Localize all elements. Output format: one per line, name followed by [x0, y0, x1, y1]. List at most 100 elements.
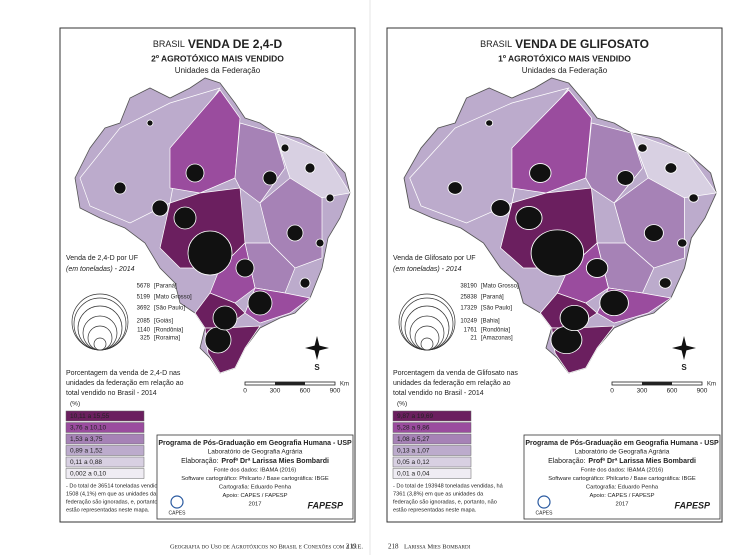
sales-circle — [325, 193, 335, 203]
credits-year: 2017 — [616, 502, 629, 508]
percent-title: Porcentagem da venda de 2,4-D nas — [66, 370, 181, 377]
class-label: 9,87 a 19,69 — [397, 413, 434, 420]
state — [209, 242, 256, 304]
class-swatch — [65, 422, 145, 433]
class-label: 0,05 a 0,12 — [397, 459, 430, 466]
class-swatch — [392, 422, 472, 433]
class-swatch — [392, 456, 472, 468]
sales-circle — [599, 289, 629, 316]
legend-subtitle: (em toneladas) - 2014 — [66, 266, 135, 273]
credits-box — [156, 434, 354, 520]
logo-capes — [170, 495, 184, 509]
legend-value: 325 — [140, 336, 151, 342]
credits-lab: Laboratório de Geografia Agrária — [575, 449, 670, 456]
panel-border — [386, 27, 723, 523]
credits-program: Programa de Pós-Graduação em Geografia H… — [158, 440, 352, 447]
class-swatch — [65, 468, 145, 479]
compass — [672, 345, 696, 351]
title-main: VENDA DE 2,4-D — [188, 37, 283, 51]
footnote: federação são ignoradas, e, portanto, nã… — [393, 499, 497, 505]
class-swatch — [65, 445, 145, 456]
map-unit: Unidades da Federação — [175, 66, 261, 75]
legend-circle — [93, 337, 107, 351]
percent-title: unidades da federação em relação ao — [393, 380, 511, 387]
legend-label: [São Paulo] — [481, 306, 512, 312]
sales-circle — [485, 119, 494, 127]
sales-circle — [185, 163, 205, 183]
scale-label: 0 — [243, 388, 247, 395]
class-swatch — [65, 456, 145, 468]
class-label: 0,89 a 1,52 — [70, 448, 103, 455]
sales-circle — [643, 224, 664, 242]
credits-year: 2017 — [249, 502, 262, 508]
scale-label: 0 — [610, 388, 614, 395]
sales-circle — [658, 277, 672, 289]
footnote: 7361 (3,8%) em que as unidades da — [393, 491, 484, 497]
legend-value: 2085 — [137, 319, 151, 325]
footnote: federação são ignoradas, e, portanto, nã… — [66, 499, 170, 505]
legend-label: [Rondônia] — [154, 328, 183, 334]
legend-title: Venda de Glifosato por UF — [393, 255, 476, 262]
class-label: 1,08 a 5,27 — [397, 436, 430, 443]
legend-value: 21 — [470, 336, 477, 342]
credits-source: Fonte dos dados: IBAMA (2016) — [581, 468, 664, 474]
sales-circle — [559, 304, 590, 331]
legend-title: Venda de 2,4-D por UF — [66, 255, 138, 262]
map — [74, 77, 351, 374]
logo-capes-text: CAPES — [169, 510, 187, 516]
legend-label: [Mato Grosso] — [154, 295, 192, 301]
sales-circle — [637, 143, 648, 153]
sales-circle — [212, 305, 238, 331]
percent-title: unidades da federação em relação ao — [66, 380, 184, 387]
sales-circle — [286, 224, 304, 242]
footnote: estão representadas neste mapa. — [66, 507, 150, 513]
sales-circle — [529, 163, 552, 183]
sales-circle — [664, 162, 678, 174]
state — [556, 242, 609, 304]
sales-circle — [235, 258, 255, 278]
map — [403, 77, 717, 374]
sales-circle — [187, 230, 233, 276]
sales-circle — [299, 277, 311, 289]
legend-label: [Paraná] — [154, 284, 177, 290]
percent-title: total vendido no Brasil - 2014 — [393, 390, 484, 397]
class-swatch — [392, 433, 472, 445]
footnote: - Do total de 193948 toneladas vendidas,… — [393, 483, 504, 489]
sales-circle — [280, 143, 290, 153]
scale-bar-segment — [275, 382, 305, 385]
compass-label: S — [314, 363, 320, 372]
scale-label: 300 — [270, 388, 281, 395]
legend-circle — [420, 337, 434, 351]
class-swatch — [392, 410, 472, 422]
class-swatch — [65, 410, 145, 422]
logo-capes-text: CAPES — [536, 510, 554, 516]
sales-circle — [447, 181, 463, 195]
credits-cartography: Cartografia: Eduardo Penha — [219, 485, 292, 491]
legend-value: 3692 — [137, 306, 151, 312]
panel-border — [59, 27, 356, 523]
scale-label: 600 — [667, 388, 678, 395]
sales-circle — [262, 170, 278, 186]
class-label: 0,11 a 0,88 — [70, 459, 102, 466]
credits-software: Software cartográfico: Philcarto / Base … — [548, 476, 696, 482]
legend-value: 1761 — [464, 328, 478, 334]
credits-author: Elaboração: Profª Drª Larissa Mies Bombar… — [181, 458, 329, 465]
class-label: 1,53 a 3,75 — [70, 436, 103, 443]
map-title: BRASIL VENDA DE GLIFOSATO — [480, 37, 649, 51]
scale-unit: Km — [340, 382, 349, 388]
percent-title: Porcentagem da venda de Glifosato nas — [393, 370, 518, 377]
class-swatch — [392, 468, 472, 479]
legend-value: 5678 — [137, 284, 151, 290]
author-name: Profª Drª Larissa Mies Bombardi — [221, 458, 329, 465]
legend-label: [São Paulo] — [154, 306, 185, 312]
footnote: - Do total de 36514 toneladas vendidas, … — [66, 483, 174, 489]
title-brand: BRASIL — [480, 39, 512, 49]
percent-unit: (%) — [397, 401, 407, 408]
footer-page: 219 — [346, 543, 357, 551]
compass-label: S — [681, 363, 687, 372]
map-panel: BRASIL VENDA DE 2,4-D2º AGROTÓXICO MAIS V… — [59, 27, 356, 523]
sales-circle — [113, 181, 127, 195]
legend-value: 38190 — [460, 284, 477, 290]
logo-fapesp: FAPESP — [674, 500, 711, 510]
